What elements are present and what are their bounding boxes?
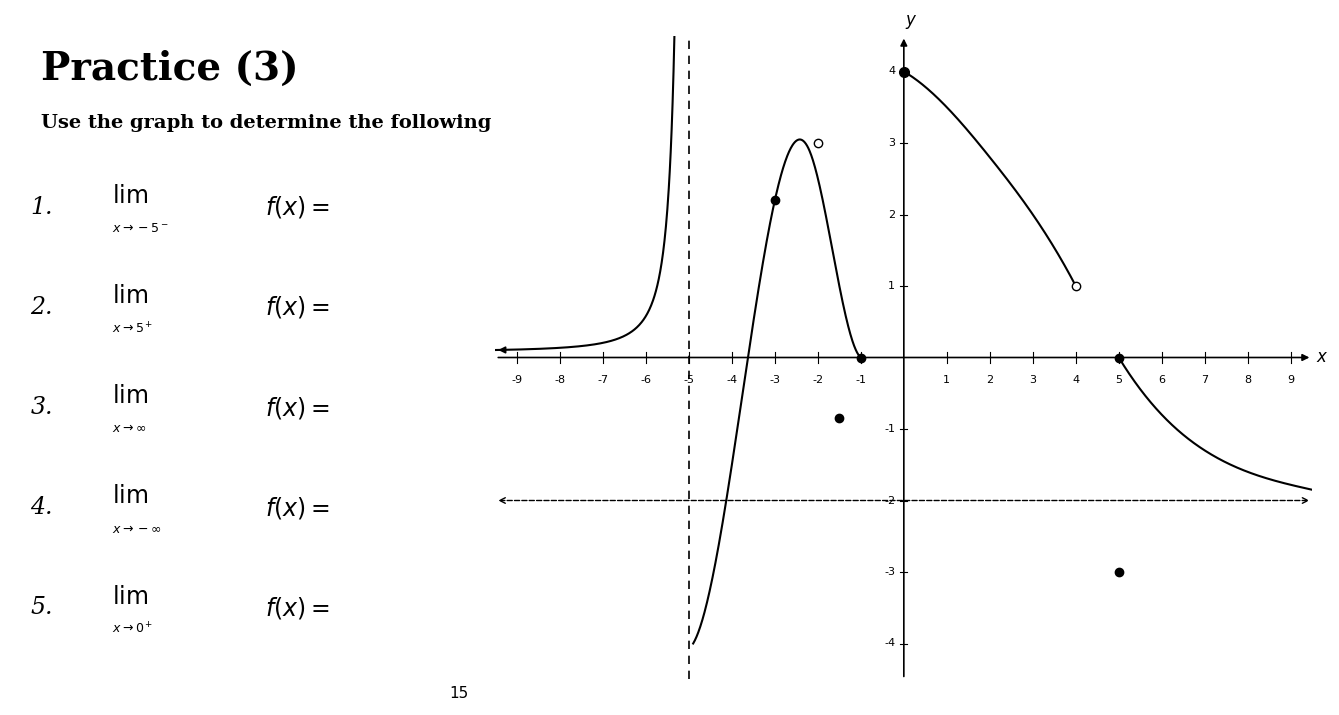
Text: $x \to -5^-$: $x \to -5^-$	[112, 222, 169, 235]
Text: 2: 2	[888, 209, 896, 220]
Text: x: x	[1316, 348, 1327, 367]
Text: $x \to 5^+$: $x \to 5^+$	[112, 321, 153, 337]
Text: 2.: 2.	[31, 296, 54, 319]
Text: Practice (3): Practice (3)	[40, 50, 299, 88]
Text: -4: -4	[884, 638, 896, 649]
Text: 5: 5	[1115, 375, 1122, 385]
Text: 1.: 1.	[31, 196, 54, 219]
Text: 9: 9	[1287, 375, 1295, 385]
Text: $\lim$: $\lim$	[112, 385, 149, 408]
Text: 6: 6	[1158, 375, 1165, 385]
Text: -3: -3	[770, 375, 781, 385]
Text: $x \to -\infty$: $x \to -\infty$	[112, 523, 162, 536]
Text: 15: 15	[449, 686, 469, 701]
Text: -2: -2	[813, 375, 823, 385]
Text: y: y	[905, 11, 916, 29]
Text: 4.: 4.	[31, 496, 54, 519]
Text: $\lim$: $\lim$	[112, 485, 149, 508]
Text: -8: -8	[554, 375, 565, 385]
Text: 7: 7	[1201, 375, 1208, 385]
Text: 4: 4	[888, 66, 896, 77]
Text: 3.: 3.	[31, 396, 54, 419]
Text: -1: -1	[884, 424, 896, 434]
Text: 1: 1	[888, 281, 896, 291]
Text: $f(x) =$: $f(x) =$	[265, 495, 329, 521]
Text: -7: -7	[597, 375, 608, 385]
Text: -1: -1	[856, 375, 866, 385]
Text: $f(x) =$: $f(x) =$	[265, 595, 329, 621]
Text: -5: -5	[683, 375, 695, 385]
Text: $f(x) =$: $f(x) =$	[265, 295, 329, 320]
Text: Use the graph to determine the following: Use the graph to determine the following	[40, 114, 491, 132]
Text: -2: -2	[884, 495, 896, 506]
Text: 5.: 5.	[31, 596, 54, 619]
Text: $f(x) =$: $f(x) =$	[265, 194, 329, 220]
Text: 3: 3	[888, 138, 896, 148]
Text: $\lim$: $\lim$	[112, 285, 149, 308]
Text: $x \to 0^+$: $x \to 0^+$	[112, 621, 153, 637]
Text: 2: 2	[987, 375, 994, 385]
Text: $x \to \infty$: $x \to \infty$	[112, 423, 146, 435]
Text: 8: 8	[1244, 375, 1252, 385]
Text: 4: 4	[1073, 375, 1079, 385]
Text: $\lim$: $\lim$	[112, 586, 149, 608]
Text: -6: -6	[640, 375, 651, 385]
Text: -3: -3	[884, 567, 896, 577]
Text: $\lim$: $\lim$	[112, 185, 149, 208]
Text: -4: -4	[726, 375, 738, 385]
Text: 1: 1	[943, 375, 951, 385]
Text: -9: -9	[511, 375, 522, 385]
Text: $f(x) =$: $f(x) =$	[265, 395, 329, 420]
Text: 3: 3	[1030, 375, 1036, 385]
